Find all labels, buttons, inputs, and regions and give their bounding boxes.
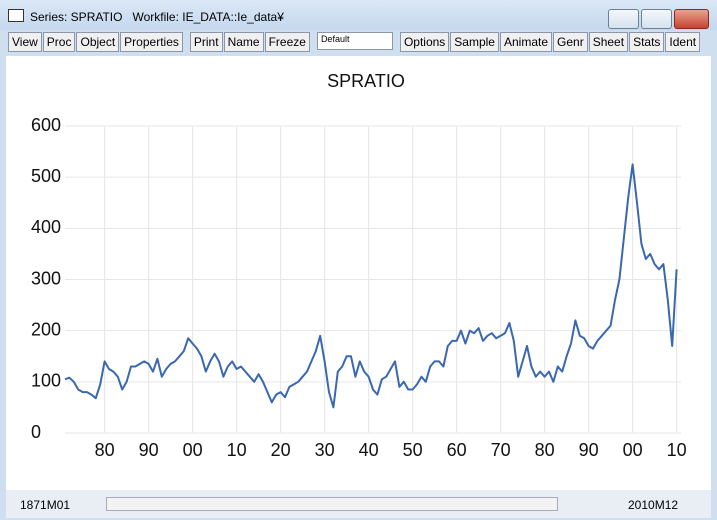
toolbar-button[interactable]: Stats: [629, 32, 665, 52]
sample-slider[interactable]: [106, 497, 558, 511]
y-tick-label: 400: [31, 217, 61, 237]
x-tick-label: 10: [227, 440, 247, 460]
data-line: [64, 163, 678, 409]
toolbar-button[interactable]: Properties: [120, 32, 183, 52]
y-tick-label: 0: [31, 422, 41, 442]
toolbar-button[interactable]: View: [8, 32, 42, 52]
toolbar-button[interactable]: Animate: [499, 32, 553, 52]
toolbar-button[interactable]: Genr: [553, 32, 588, 52]
separator: [311, 32, 316, 52]
toolbar-button[interactable]: Options: [399, 32, 450, 52]
toolbar-button[interactable]: Sheet: [588, 32, 629, 52]
window-icon: [8, 9, 24, 22]
toolbar: View Proc Object Properties Print Name Freeze D…: [8, 32, 701, 52]
x-tick-label: 20: [271, 440, 291, 460]
toolbar-button[interactable]: Print: [189, 32, 223, 52]
x-tick-label: 00: [623, 440, 643, 460]
x-tick-label: 10: [667, 440, 687, 460]
toolbar-button[interactable]: Freeze: [264, 32, 310, 52]
status-bar: 1871M01 2010M12: [6, 490, 711, 518]
y-tick-label: 100: [31, 371, 61, 391]
toolbar-button[interactable]: Object: [76, 32, 120, 52]
x-tick-label: 70: [491, 440, 511, 460]
x-tick-label: 60: [447, 440, 467, 460]
toolbar-button[interactable]: Ident: [665, 32, 701, 52]
x-tick-label: 80: [535, 440, 555, 460]
toolbar-button[interactable]: Name: [223, 32, 264, 52]
separator: [184, 32, 189, 52]
minimize-button[interactable]: [608, 9, 639, 29]
y-tick-label: 500: [31, 166, 61, 186]
x-tick-label: 90: [139, 440, 159, 460]
x-tick-label: 90: [579, 440, 599, 460]
y-tick-label: 200: [31, 319, 61, 339]
dropdown[interactable]: Default: [316, 32, 393, 50]
sample-start: 1871M01: [20, 498, 71, 512]
chart-title: SPRATIO: [327, 71, 405, 91]
window-title: Series: SPRATIO Workfile: IE_DATA::Ie_da…: [30, 10, 284, 24]
toolbar-button[interactable]: Sample: [450, 32, 499, 52]
x-tick-label: 30: [315, 440, 335, 460]
maximize-button[interactable]: [641, 9, 672, 29]
toolbar-button[interactable]: Proc: [42, 32, 76, 52]
x-tick-label: 80: [95, 440, 115, 460]
x-tick-label: 50: [403, 440, 423, 460]
x-tick-label: 40: [359, 440, 379, 460]
x-tick-label: 00: [183, 440, 203, 460]
y-tick-label: 600: [31, 115, 61, 135]
chart: SPRATIO 0 100 200 300 400 500 600 80 90 00 10 20 30 4…: [6, 56, 711, 490]
separator: [394, 32, 399, 52]
title-bar: Series: SPRATIO Workfile: IE_DATA::Ie_da…: [0, 0, 717, 30]
sample-end: 2010M12: [628, 498, 679, 512]
close-button[interactable]: [674, 9, 709, 29]
y-tick-label: 300: [31, 268, 61, 288]
